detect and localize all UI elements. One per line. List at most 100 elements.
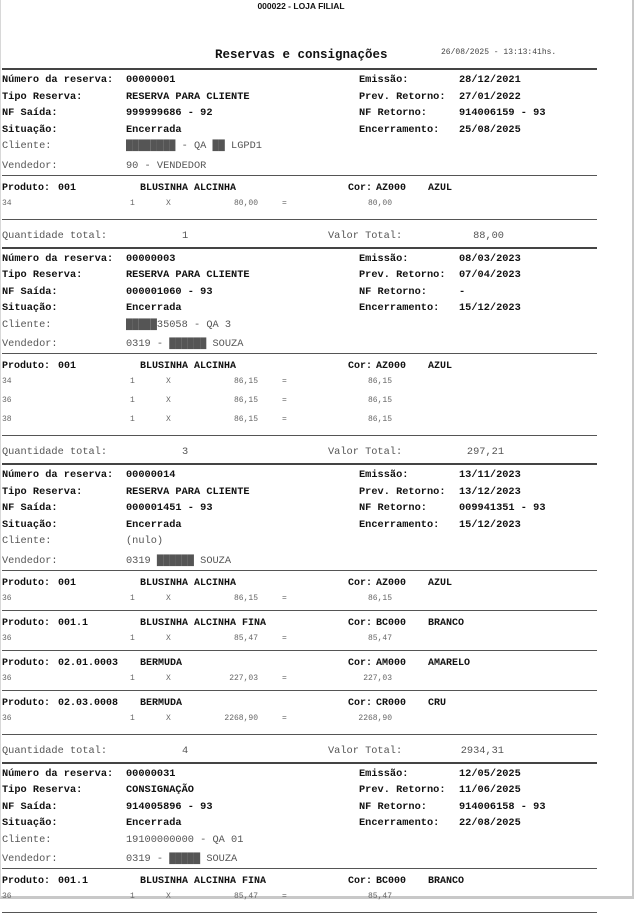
tipo-label: Tipo Reserva: [2,782,82,799]
item-total: 227,03 [363,671,392,686]
product-code: 02.01.0003 [58,657,118,671]
nf_retorno-value: - [459,284,465,301]
qty-total-label: Quantidade total: [2,225,107,247]
situacao-label: Situação: [2,122,58,139]
qty-total-value: 3 [182,441,188,463]
color-code: AZ000 [376,182,406,196]
numero-value: 00000031 [126,766,175,783]
emissao-label: Emissão: [359,467,408,484]
times-sign: X [166,591,171,606]
encerramento-label: Encerramento: [359,517,439,534]
equals-sign: = [282,196,287,211]
cliente-value: ████████ - QA ██ LGPD1 [126,138,262,155]
color-name: CRU [428,697,446,711]
item-total: 2268,90 [358,711,392,726]
divider [2,734,597,735]
color-label: Cor: [348,617,372,631]
equals-sign: = [282,591,287,606]
product-code: 001 [58,360,76,374]
nf_retorno-value: 009941351 - 93 [459,500,546,517]
nf_retorno-label: NF Retorno: [359,500,427,517]
color-label: Cor: [348,875,372,889]
divider [2,690,597,691]
tipo-value: RESERVA PARA CLIENTE [126,484,250,501]
divider [2,570,597,571]
color-code: CR000 [376,697,406,711]
cliente-label: Cliente: [2,138,51,155]
color-code: AZ000 [376,577,406,591]
encerramento-value: 15/12/2023 [459,300,521,317]
color-code: BC000 [376,617,406,631]
equals-sign: = [282,671,287,686]
encerramento-label: Encerramento: [359,300,439,317]
nf_retorno-label: NF Retorno: [359,284,427,301]
situacao-label: Situação: [2,517,58,534]
item-qty: 1 [130,591,135,606]
nf_saida-value: 000001451 - 93 [126,500,213,517]
emissao-label: Emissão: [359,251,408,268]
encerramento-label: Encerramento: [359,122,439,139]
nf_saida-label: NF Saída: [2,284,58,301]
encerramento-value: 22/08/2025 [459,815,521,832]
emissao-value: 28/12/2021 [459,72,521,89]
field-row-cliente: Cliente: ████████ - QA ██ LGPD1 [2,138,597,155]
emissao-label: Emissão: [359,766,408,783]
item-price: 86,15 [234,591,258,606]
cliente-value: █████35058 - QA 3 [126,317,231,334]
product-label: Produto: [2,697,50,711]
tipo-value: RESERVA PARA CLIENTE [126,267,250,284]
vendedor-label: Vendedor: [2,155,58,177]
value-total-value: 88,00 [473,225,504,247]
numero-value: 00000001 [126,72,175,89]
item-size: 38 [2,412,12,427]
item-qty: 1 [130,196,135,211]
divider [2,219,597,220]
product-description: BLUSINHA ALCINHA [140,577,236,591]
product-description: BLUSINHA ALCINHA FINA [140,617,266,631]
situacao-label: Situação: [2,815,58,832]
color-code: AM000 [376,657,406,671]
item-price: 86,15 [234,412,258,427]
times-sign: X [166,196,171,211]
item-qty: 1 [130,711,135,726]
equals-sign: = [282,374,287,389]
item-size: 36 [2,671,12,686]
situacao-value: Encerrada [126,300,182,317]
tipo-label: Tipo Reserva: [2,267,82,284]
emissao-value: 12/05/2025 [459,766,521,783]
item-price: 85,47 [234,889,258,904]
prev_retorno-value: 07/04/2023 [459,267,521,284]
qty-total-value: 1 [182,225,188,247]
item-qty: 1 [130,631,135,646]
field-row-cliente: Cliente:█████35058 - QA 3 [2,317,597,334]
item-price: 2268,90 [224,711,258,726]
item-qty: 1 [130,412,135,427]
item-total: 86,15 [368,591,392,606]
item-qty: 1 [130,671,135,686]
times-sign: X [166,711,171,726]
vendedor-value: 0319 - ██████ SOUZA [126,333,243,355]
report-timestamp: 26/08/2025 - 13:13:41hs. [441,48,556,57]
equals-sign: = [282,393,287,408]
prev_retorno-value: 11/06/2025 [459,782,521,799]
divider [2,868,597,869]
prev_retorno-label: Prev. Retorno: [359,484,446,501]
